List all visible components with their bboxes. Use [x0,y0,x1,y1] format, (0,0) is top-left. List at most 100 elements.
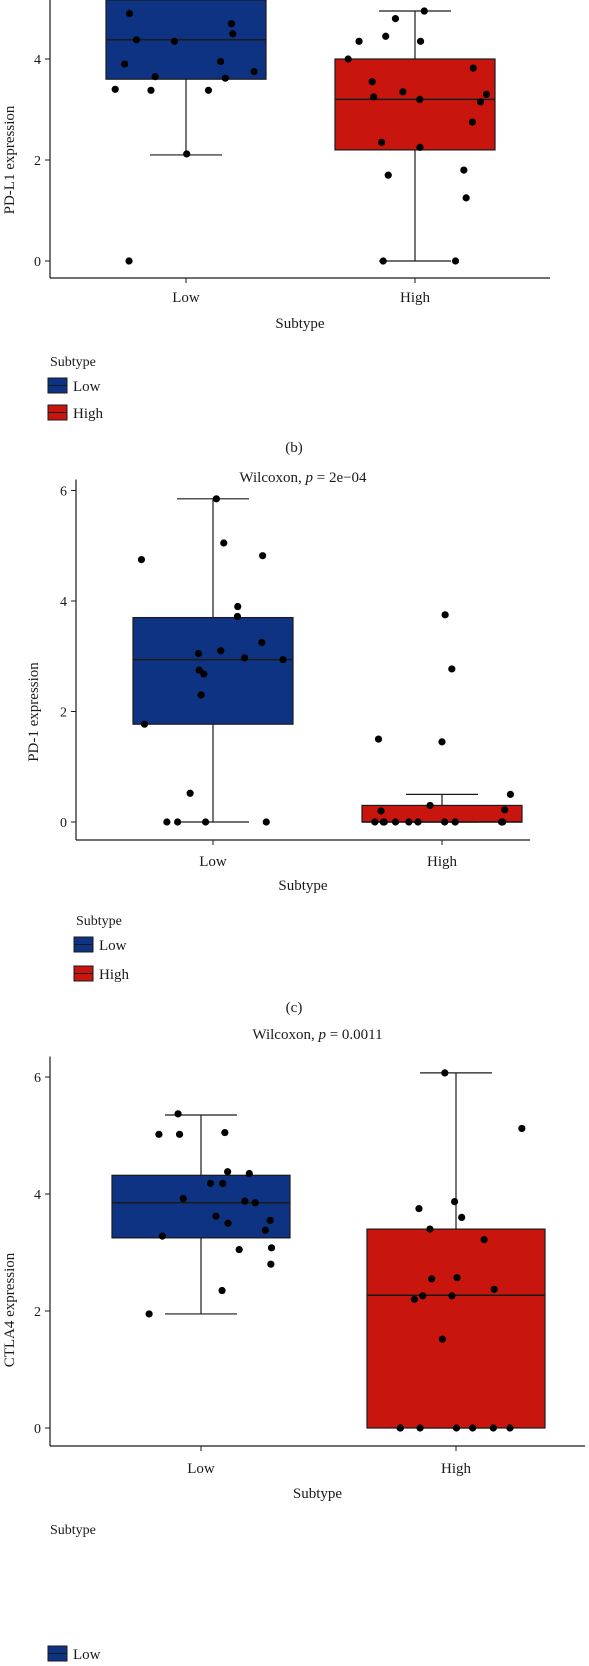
data-point [410,1295,419,1303]
data-point [212,495,220,503]
data-point [480,1236,488,1244]
data-point [448,665,456,673]
title-test-name: Wilcoxon, [252,1027,318,1043]
data-point [111,85,119,93]
data-point [147,86,155,94]
x-tick-label: High [427,854,458,870]
data-point [125,9,134,18]
panel-caption: (c) [286,1000,303,1016]
data-point [499,818,507,826]
data-point [125,257,133,265]
data-point [416,95,424,103]
data-point [229,30,237,38]
data-point [453,1274,461,1282]
y-axis-title: PD-L1 expression [2,105,18,214]
data-point [448,1292,456,1300]
data-point [132,36,141,44]
data-point [221,1128,229,1137]
data-point [416,143,424,151]
data-point [371,818,379,826]
data-point [179,1195,187,1203]
data-point [155,1130,163,1138]
data-point [217,647,225,655]
data-point [227,20,236,28]
data-point [426,1225,434,1233]
data-point [428,1275,436,1283]
y-axis-title: CTLA4 expression [2,1252,18,1367]
data-point [197,691,205,699]
x-tick-label: Low [199,854,227,870]
data-point [258,638,266,647]
data-point [240,654,249,662]
box-high [334,58,496,151]
data-point [476,98,485,106]
data-point [279,655,287,664]
data-point [218,1286,226,1295]
data-point [468,118,476,126]
data-point [212,1212,220,1220]
data-point [158,1232,166,1240]
x-tick-label: Low [172,290,200,306]
data-point [426,801,434,810]
chart-panel-3: 0 2 4 6 Low High Subtype CTLA4 expression Wilcox… [2,1027,585,1663]
y-tick-label: 0 [34,255,41,270]
data-point [391,15,400,23]
data-point [251,1199,259,1207]
data-point [384,171,392,179]
data-point [175,1130,184,1138]
data-point [482,90,491,98]
y-tick-label: 0 [34,1422,41,1437]
data-point [416,37,425,45]
data-point [377,138,386,146]
data-point [344,55,352,63]
data-point [241,1197,249,1205]
x-tick-label: High [441,1461,472,1477]
data-point [170,37,179,45]
y-tick-label: 6 [60,485,67,500]
data-point [451,818,459,826]
data-point [452,1424,461,1432]
data-point [261,1226,269,1234]
data-point [137,555,146,564]
data-point [506,1424,514,1432]
data-point [489,1424,497,1432]
chart-panel-1: 0 2 4 Low High Subtype PD-L1 expression Subtype… [2,0,550,456]
legend-label-high: High [99,967,130,983]
y-tick-label: 4 [34,1188,41,1203]
data-point [200,670,208,678]
data-point [186,789,194,797]
title-test-name: Wilcoxon, [239,470,305,486]
box-low [111,1174,291,1239]
data-point [194,649,203,658]
chart-title: Wilcoxon, p = 0.0011 [252,1027,382,1043]
legend-title: Subtype [50,355,96,370]
data-point [183,150,191,158]
data-point [262,818,270,826]
data-point [220,539,228,547]
data-point [224,1219,232,1227]
data-point [382,32,390,40]
y-tick-label: 0 [60,816,67,831]
data-point [506,790,515,798]
data-point [355,37,363,45]
data-point [415,1205,423,1213]
x-tick-label: Low [187,1461,215,1477]
data-point [266,1216,274,1224]
y-tick-label: 6 [34,1071,41,1086]
data-point [469,64,477,72]
data-point [151,73,159,81]
title-p-symbol: p [317,1027,326,1043]
data-point [245,1169,253,1178]
data-point [221,74,229,82]
chart-panel-2: 0 2 4 6 Low High Subtype PD-1 expression Wilcoxo… [26,470,530,1016]
data-point [460,166,468,174]
data-point [501,806,509,814]
data-point [441,611,449,619]
title-p-symbol: p [304,470,313,486]
data-point [377,807,385,815]
data-point [235,1245,243,1254]
data-point [414,818,422,826]
box-low [132,616,294,725]
legend-title: Subtype [76,914,122,929]
